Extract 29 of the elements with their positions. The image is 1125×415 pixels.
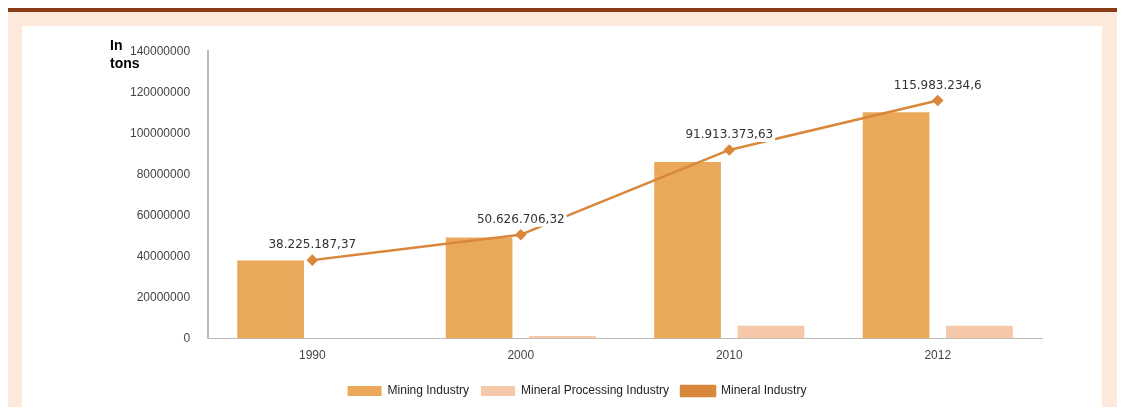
- y-tick-label: 120000000: [129, 84, 191, 99]
- legend-label: Mineral Processing Industry: [520, 383, 670, 398]
- y-tick-label: 60000000: [136, 207, 191, 222]
- x-tick-label: 2010: [715, 348, 743, 363]
- point: [724, 144, 735, 156]
- bar: [946, 325, 1013, 339]
- data-label: 91.913.373,63: [685, 127, 774, 142]
- bar: [237, 260, 304, 339]
- x-tick-label: 2000: [507, 348, 535, 363]
- y-tick-label: 40000000: [136, 248, 191, 263]
- bar: [445, 237, 513, 339]
- bar: [654, 162, 721, 339]
- y-tick-label: 140000000: [129, 43, 191, 58]
- y-tick-label: 100000000: [129, 125, 191, 140]
- x-tick-label: 2012: [924, 348, 952, 363]
- legend-label: Mining Industry: [387, 383, 469, 398]
- y-tick-label: 20000000: [136, 289, 191, 304]
- y-tick-label: 80000000: [136, 166, 191, 181]
- x-tick-label: 1990: [298, 348, 326, 363]
- bar: [737, 325, 805, 339]
- data-label: 50.626.706,32: [476, 211, 565, 226]
- data-label: 38.225.187,37: [268, 237, 357, 252]
- data-label: 115.983.234,6: [893, 77, 982, 92]
- point: [515, 229, 527, 240]
- bar: [862, 112, 930, 339]
- point: [307, 254, 318, 266]
- legend-label: Mineral Industry: [721, 383, 807, 398]
- y-tick-label: 0: [183, 330, 191, 345]
- point: [932, 95, 944, 106]
